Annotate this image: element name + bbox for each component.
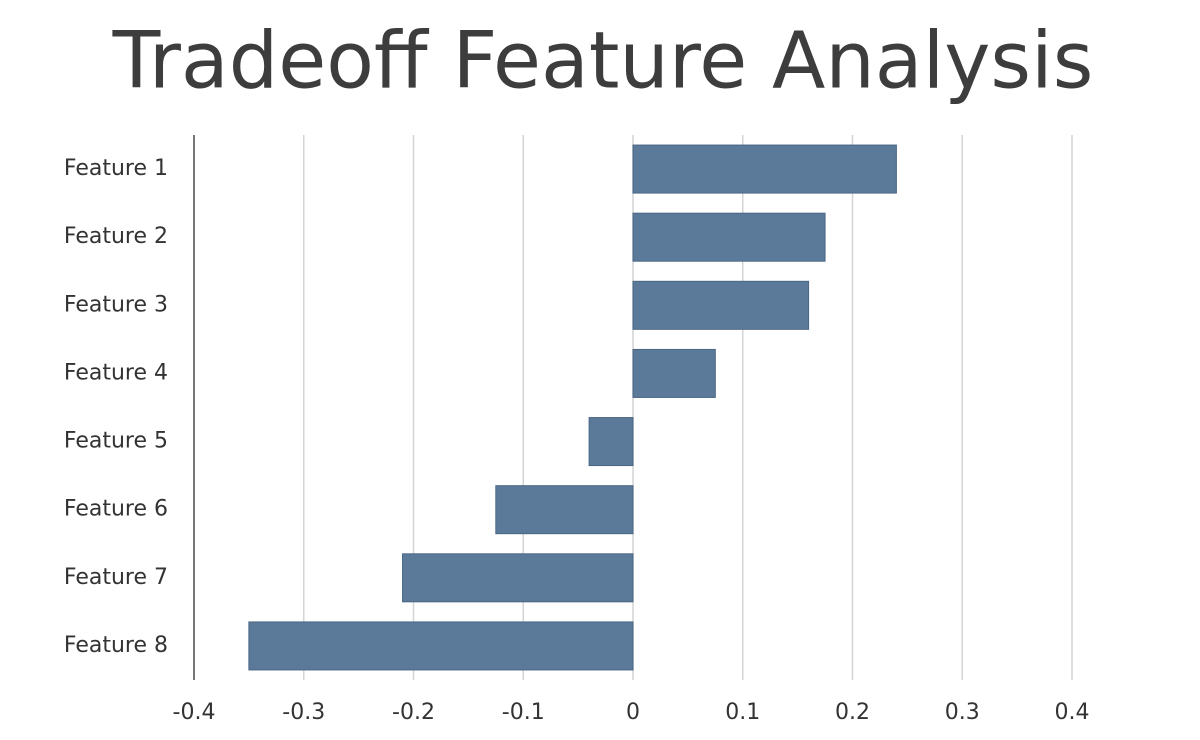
bar	[632, 212, 826, 262]
y-tick-label: Feature 5	[64, 429, 168, 454]
y-tick-label: Feature 8	[64, 633, 168, 658]
x-tick-label: 0	[626, 700, 640, 725]
x-tick-label: 0.1	[725, 700, 760, 725]
x-tick-label: 0.3	[945, 700, 980, 725]
y-tick-label: Feature 3	[64, 292, 168, 317]
x-tick-label: -0.1	[502, 700, 545, 725]
bar	[248, 621, 634, 671]
x-tick-label: -0.2	[392, 700, 435, 725]
bar	[632, 144, 897, 194]
x-tick-label: 0.4	[1055, 700, 1090, 725]
bar	[588, 417, 634, 467]
y-tick-label: Feature 2	[64, 224, 168, 249]
bar	[632, 280, 810, 330]
x-tick-label: -0.4	[173, 700, 216, 725]
y-tick-label: Feature 1	[64, 156, 168, 181]
bar	[632, 348, 716, 398]
y-tick-label: Feature 6	[64, 497, 168, 522]
chart-title: Tradeoff Feature Analysis	[112, 16, 1094, 106]
bar	[495, 485, 634, 535]
y-tick-label: Feature 7	[64, 565, 168, 590]
x-tick-label: 0.2	[835, 700, 870, 725]
y-tick-label: Feature 4	[64, 360, 168, 385]
bar	[402, 553, 634, 603]
x-tick-label: -0.3	[282, 700, 325, 725]
